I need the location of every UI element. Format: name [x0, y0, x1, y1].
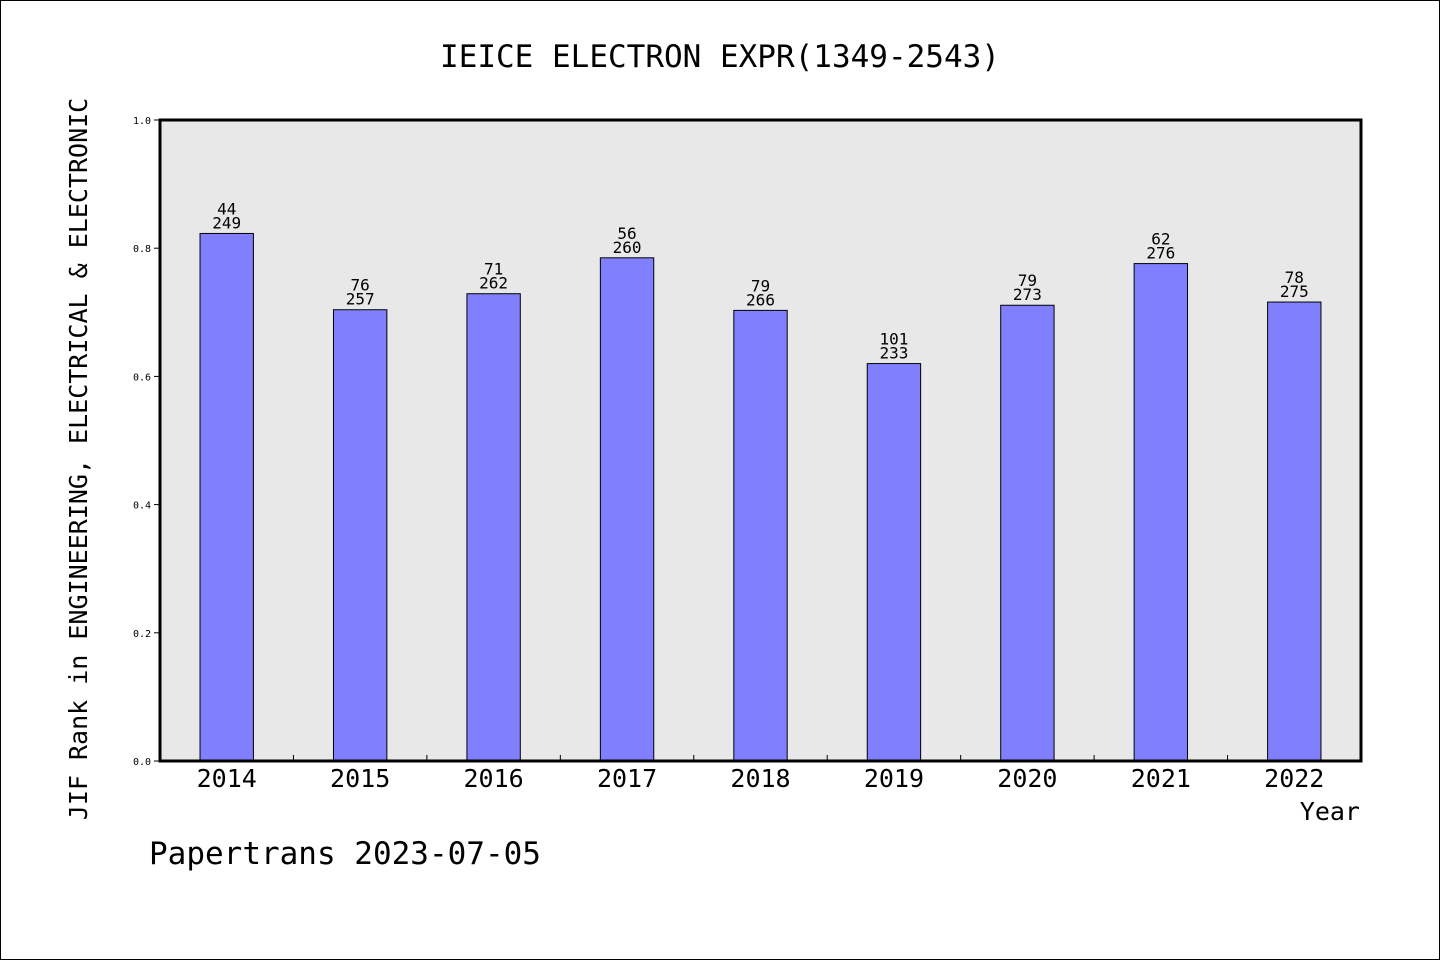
x-tick-label: 2014 [197, 764, 257, 793]
rank-label: 79 [1018, 271, 1037, 290]
x-tick-label: 2021 [1131, 764, 1191, 793]
y-tick-label: 0.4 [133, 501, 151, 512]
x-tick-label: 2019 [864, 764, 924, 793]
x-axis: 2014 2015 2016 2017 2018 2019 2020 2021 2022 [197, 755, 1324, 793]
total-label: 260 [613, 238, 642, 257]
total-label: 249 [212, 213, 241, 232]
bar-2018 [733, 309, 788, 762]
x-tick-label: 2022 [1264, 764, 1324, 793]
x-tick-label: 2020 [997, 764, 1057, 793]
x-tick-label: 2017 [597, 764, 657, 793]
total-label: 233 [879, 344, 908, 363]
rank-label: 44 [217, 199, 236, 218]
footer-credit: Papertrans 2023-07-05 [149, 836, 541, 872]
bar-2019 [866, 363, 922, 762]
rank-label: 78 [1285, 268, 1304, 287]
plot-border [158, 118, 1363, 763]
bar-2016 [466, 293, 521, 762]
rank-label: 71 [484, 260, 503, 279]
bar-2017 [599, 257, 655, 762]
rank-label: 62 [1151, 230, 1170, 249]
y-tick-label: 1.0 [133, 116, 151, 127]
total-label: 257 [346, 290, 375, 309]
total-label: 275 [1280, 282, 1309, 301]
y-axis-label: JIF Rank in ENGINEERING, ELECTRICAL & EL… [64, 98, 93, 820]
bar-2015 [332, 309, 388, 762]
y-tick-label: 0.8 [133, 244, 151, 255]
y-tick-label: 0.0 [133, 757, 151, 768]
bar-2020 [1000, 304, 1055, 762]
rank-label: 101 [879, 330, 908, 349]
bars-group [199, 232, 1322, 762]
chart-title: IEICE ELECTRON EXPR(1349-2543) [440, 39, 1000, 75]
total-label: 266 [746, 290, 775, 309]
x-tick-label: 2018 [730, 764, 790, 793]
rank-label: 56 [617, 224, 636, 243]
bar-2014 [199, 232, 254, 762]
bar-2022 [1267, 301, 1322, 762]
x-tick-label: 2016 [464, 764, 524, 793]
total-label: 262 [479, 274, 508, 293]
x-tick-label: 2015 [330, 764, 390, 793]
x-axis-label: Year [1300, 797, 1360, 826]
total-label: 273 [1013, 285, 1042, 304]
y-tick-label: 0.2 [133, 629, 151, 640]
y-axis: 0.0 0.2 0.4 0.6 0.8 1.0 [133, 116, 160, 768]
bar-2021 [1133, 263, 1189, 762]
rank-label: 79 [751, 276, 770, 295]
y-tick-label: 0.6 [133, 372, 151, 383]
total-label: 276 [1146, 244, 1175, 263]
data-labels: 4424976257712625626079266101233792736227… [212, 199, 1308, 362]
rank-label: 76 [351, 276, 370, 295]
